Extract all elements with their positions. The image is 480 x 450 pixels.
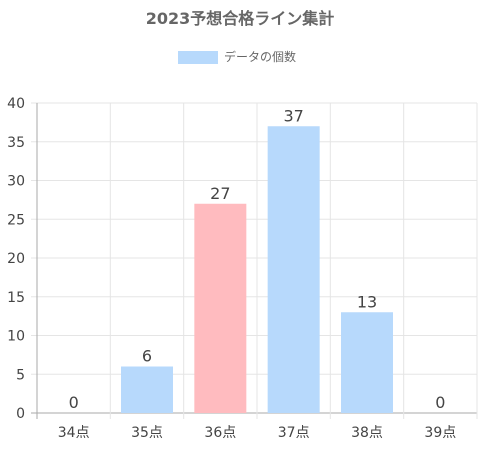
bars — [121, 126, 393, 413]
y-axis: 0 5 10 15 20 25 30 35 40 — [7, 96, 25, 422]
data-label: 0 — [435, 393, 445, 412]
y-tick-label: 35 — [7, 135, 25, 151]
x-axis: 34点 35点 36点 37点 38点 39点 — [58, 425, 456, 441]
data-labels: 0 6 27 37 13 0 — [69, 106, 446, 412]
legend-label: データの個数 — [224, 49, 296, 64]
y-tick-label: 30 — [7, 174, 25, 190]
y-tick-label: 10 — [7, 329, 25, 345]
data-label: 6 — [142, 347, 152, 366]
y-tick-label: 25 — [7, 212, 25, 228]
y-tick-label: 0 — [16, 406, 25, 422]
x-tick-label: 39点 — [424, 425, 456, 441]
bar[interactable] — [341, 312, 393, 413]
x-tick-label: 37点 — [278, 425, 310, 441]
grid — [31, 102, 478, 419]
x-tick-label: 38点 — [351, 425, 383, 441]
data-label: 27 — [210, 184, 230, 203]
data-label: 13 — [357, 292, 377, 311]
data-label: 0 — [69, 393, 79, 412]
legend[interactable]: データの個数 — [178, 49, 296, 64]
bar[interactable] — [194, 203, 247, 413]
y-tick-label: 20 — [7, 251, 25, 267]
x-tick-label: 35点 — [131, 425, 163, 441]
y-tick-label: 5 — [16, 367, 25, 383]
chart-title: 2023予想合格ライン集計 — [146, 9, 335, 28]
data-label: 37 — [283, 106, 303, 125]
y-tick-label: 15 — [7, 290, 25, 306]
legend-swatch — [178, 51, 218, 64]
x-tick-label: 34点 — [58, 425, 90, 441]
bar[interactable] — [267, 126, 320, 413]
x-tick-label: 36点 — [204, 425, 236, 441]
bar[interactable] — [121, 366, 173, 414]
y-tick-label: 40 — [7, 96, 25, 112]
